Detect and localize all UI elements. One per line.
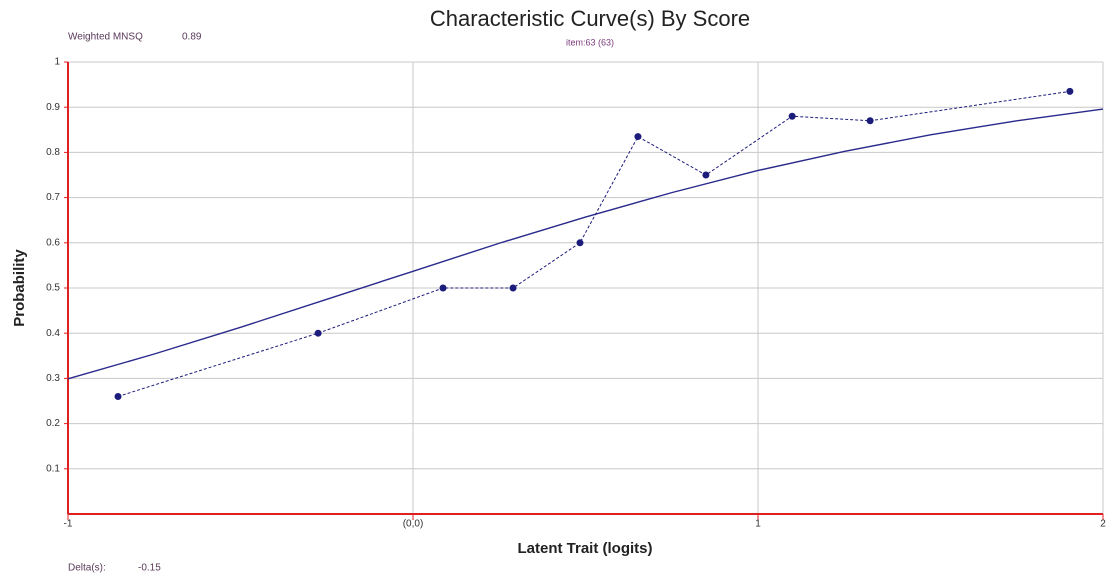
x-tick-label: (0,0)	[403, 519, 424, 530]
chart-title: Characteristic Curve(s) By Score	[430, 6, 750, 31]
data-point	[634, 133, 642, 141]
series-line	[67, 108, 1104, 380]
y-tick-label: 0.7	[46, 192, 60, 203]
y-tick-label: 0.6	[46, 237, 60, 248]
data-point	[788, 112, 796, 120]
y-tick-label: 1	[54, 57, 60, 68]
y-tick-label: 0.3	[46, 373, 60, 384]
annotation-value: 0.89	[182, 32, 202, 43]
y-tick-label: 0.5	[46, 283, 60, 294]
y-tick-label: 0.1	[46, 463, 60, 474]
y-tick-label: 0.9	[46, 102, 60, 113]
series-line	[117, 90, 1070, 397]
y-tick-label: 0.8	[46, 147, 60, 158]
data-point	[509, 284, 517, 292]
x-tick-label: 2	[1100, 519, 1106, 530]
annotation-label: Delta(s):	[68, 563, 106, 574]
annotation-label: Weighted MNSQ	[68, 32, 143, 43]
data-point	[114, 392, 122, 400]
annotation-value: -0.15	[138, 563, 161, 574]
data-point	[576, 239, 584, 247]
data-point	[702, 171, 710, 179]
chart-subtitle: item:63 (63)	[566, 37, 614, 47]
data-point	[314, 329, 322, 337]
y-tick-label: 0.4	[46, 328, 60, 339]
data-point	[1066, 87, 1074, 95]
x-tick-label: 1	[755, 519, 761, 530]
x-tick-label: -1	[64, 519, 73, 530]
y-tick-label: 0.2	[46, 418, 60, 429]
x-axis-label: Latent Trait (logits)	[518, 540, 653, 557]
y-axis-label: Probability	[11, 249, 28, 327]
data-point	[866, 117, 874, 125]
data-point	[439, 284, 447, 292]
